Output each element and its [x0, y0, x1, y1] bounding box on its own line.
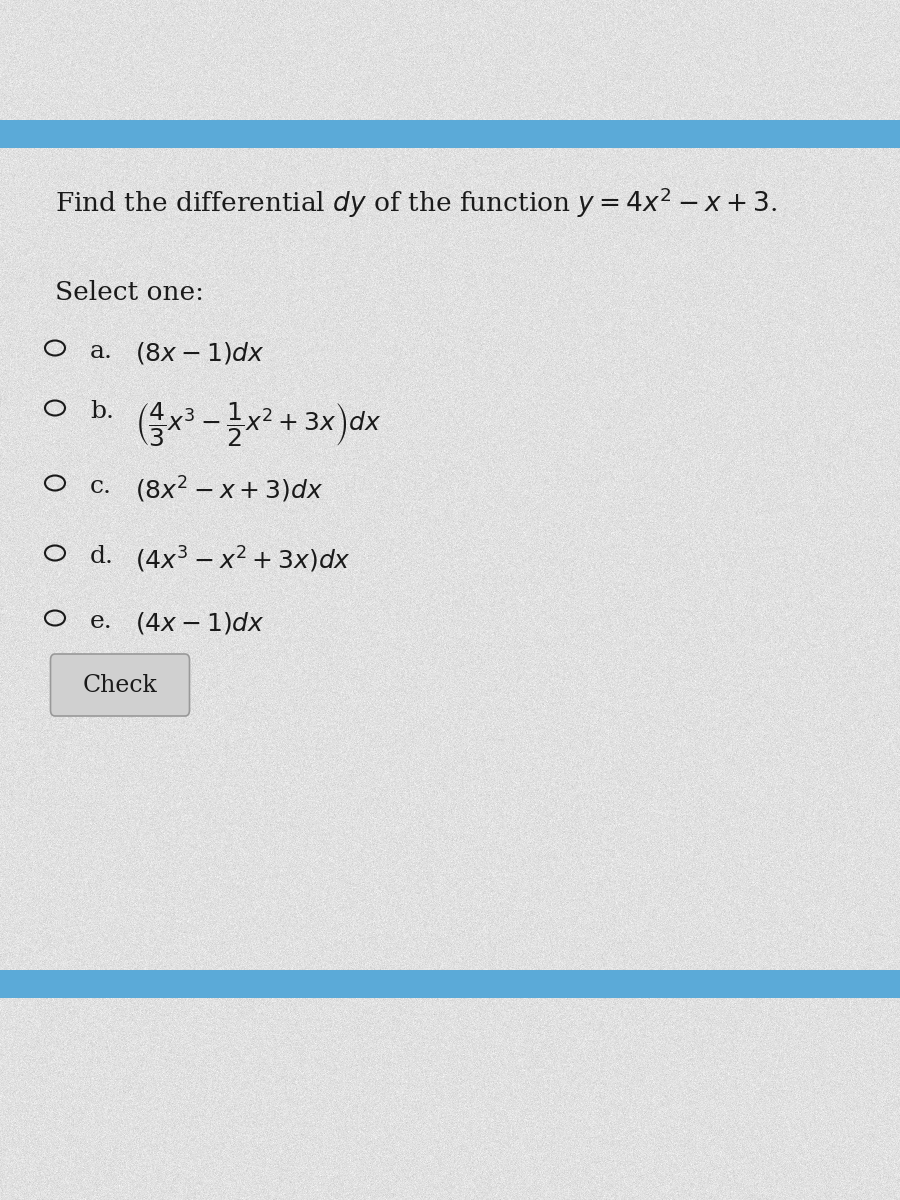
Text: $(8x^2-x+3)dx$: $(8x^2-x+3)dx$ — [135, 475, 323, 505]
Text: $(4x^3-x^2+3x)dx$: $(4x^3-x^2+3x)dx$ — [135, 545, 351, 575]
Text: Find the differential $dy$ of the function $y = 4x^2 - x + 3$.: Find the differential $dy$ of the functi… — [55, 185, 777, 220]
Text: b.: b. — [90, 400, 114, 422]
Text: $\left(\dfrac{4}{3}x^3-\dfrac{1}{2}x^2+3x\right)dx$: $\left(\dfrac{4}{3}x^3-\dfrac{1}{2}x^2+3… — [135, 400, 382, 448]
Text: Select one:: Select one: — [55, 280, 204, 305]
Text: c.: c. — [90, 475, 112, 498]
Text: $(4x-1)dx$: $(4x-1)dx$ — [135, 610, 265, 636]
Text: e.: e. — [90, 610, 112, 634]
Text: a.: a. — [90, 340, 113, 362]
Text: $(8x-1)dx$: $(8x-1)dx$ — [135, 340, 265, 366]
Text: d.: d. — [90, 545, 114, 568]
Text: Check: Check — [83, 673, 158, 696]
